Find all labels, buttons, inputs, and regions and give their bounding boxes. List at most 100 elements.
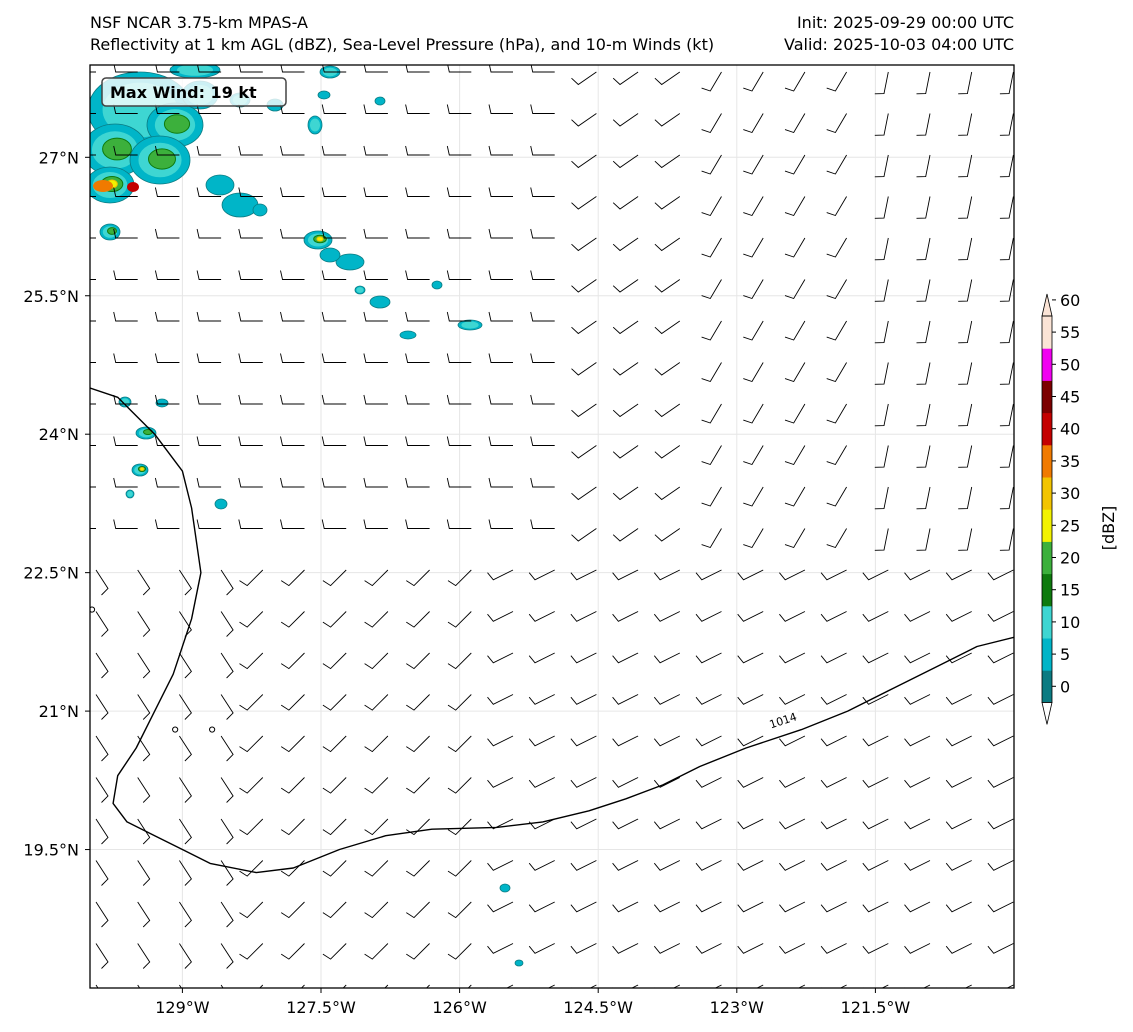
isobar-1014 xyxy=(90,387,1014,874)
wind-barb xyxy=(446,187,472,197)
wind-barb xyxy=(137,818,151,845)
wind-barb xyxy=(196,270,222,280)
wind-barb xyxy=(364,777,389,794)
wind-barb xyxy=(488,187,513,197)
wind-barb xyxy=(904,611,931,622)
wind-barb xyxy=(987,569,1014,581)
wind-barb xyxy=(701,320,722,341)
wind-barb xyxy=(280,901,305,919)
wind-barb xyxy=(999,445,1014,468)
wind-barb xyxy=(904,694,931,705)
wind-barb xyxy=(363,353,388,363)
wind-barb xyxy=(280,65,305,73)
wind-barb xyxy=(405,65,430,73)
wind-barb xyxy=(945,694,972,705)
wind-barb xyxy=(612,445,639,459)
wind-barb xyxy=(874,403,889,427)
wind-barb xyxy=(487,694,514,705)
wind-barb xyxy=(820,652,847,664)
map-frame xyxy=(89,64,1015,989)
wind-barb xyxy=(945,860,972,871)
wind-barb xyxy=(280,270,305,280)
wind-barb xyxy=(916,113,931,136)
wind-barb xyxy=(220,569,234,596)
wind-barb xyxy=(653,569,681,581)
wind-barb xyxy=(737,943,764,954)
wind-barb xyxy=(406,943,430,960)
wind-barb xyxy=(916,486,931,510)
wind-barb xyxy=(447,611,472,628)
colorbar-swatch xyxy=(1042,477,1052,510)
wind-barb xyxy=(916,196,931,219)
wind-barb xyxy=(488,311,513,322)
wind-barb xyxy=(530,477,555,488)
wind-barb xyxy=(695,901,722,913)
wind-barb xyxy=(528,694,555,705)
wind-barb xyxy=(238,228,263,239)
wind-barb xyxy=(154,353,180,363)
isobar-label-background xyxy=(764,707,802,732)
wind-barb xyxy=(321,145,347,156)
wind-barb xyxy=(571,113,597,127)
wind-barb xyxy=(488,145,513,156)
wind-barb xyxy=(570,694,597,705)
wind-barb xyxy=(113,270,138,280)
wind-barb xyxy=(154,394,180,405)
wind-barb xyxy=(874,445,889,468)
wind-barb xyxy=(653,694,681,705)
wind-barb xyxy=(239,943,264,960)
wind-barb xyxy=(406,777,430,794)
wind-barb xyxy=(945,777,972,788)
wind-barb xyxy=(405,104,430,114)
wind-barb xyxy=(363,436,388,446)
wind-barb xyxy=(862,694,889,705)
wind-barb xyxy=(779,652,806,664)
wind-barb xyxy=(239,735,264,753)
wind-barb xyxy=(654,403,681,418)
wind-barb xyxy=(826,279,847,300)
wind-barb xyxy=(874,486,889,510)
wind-barb xyxy=(701,71,722,92)
wind-barb xyxy=(826,445,847,466)
wind-barb xyxy=(487,569,514,581)
echo-cell xyxy=(316,236,324,242)
wind-barb xyxy=(695,777,722,788)
wind-barb xyxy=(743,362,764,383)
wind-barb xyxy=(179,943,192,969)
wind-barb xyxy=(654,445,681,459)
wind-barb xyxy=(779,943,806,954)
wind-barb xyxy=(179,860,192,886)
wind-barb xyxy=(701,279,722,300)
wind-barb xyxy=(238,519,263,529)
wind-barb xyxy=(737,860,764,871)
wind-barb xyxy=(528,818,555,830)
wind-barb xyxy=(405,477,430,488)
wind-barb xyxy=(612,196,639,210)
colorbar-tick-label: 0 xyxy=(1060,677,1070,696)
lat-tick-label: 21°N xyxy=(39,702,79,721)
wind-barb xyxy=(612,320,639,335)
wind-barb xyxy=(446,436,472,446)
wind-barb xyxy=(113,436,138,446)
wind-barb xyxy=(701,113,722,134)
wind-barb xyxy=(154,270,180,280)
wind-barb xyxy=(826,403,847,424)
echo-cell xyxy=(356,287,364,293)
wind-barb xyxy=(321,270,347,280)
wind-barb xyxy=(958,237,973,261)
lat-tick-label: 22.5°N xyxy=(23,564,79,583)
echo-cell xyxy=(369,295,391,309)
wind-barb xyxy=(784,154,806,175)
wind-barb xyxy=(528,943,555,954)
wind-barb xyxy=(904,860,931,871)
wind-barb xyxy=(363,311,388,322)
wind-barb xyxy=(874,113,889,136)
wind-barb xyxy=(874,320,889,344)
wind-barb xyxy=(113,65,138,73)
wind-barb xyxy=(779,611,806,622)
echo-cell xyxy=(93,180,113,192)
wind-barb xyxy=(820,943,847,954)
colorbar-tick-label: 55 xyxy=(1060,323,1080,342)
wind-barb xyxy=(220,901,234,928)
wind-barb xyxy=(363,228,388,239)
